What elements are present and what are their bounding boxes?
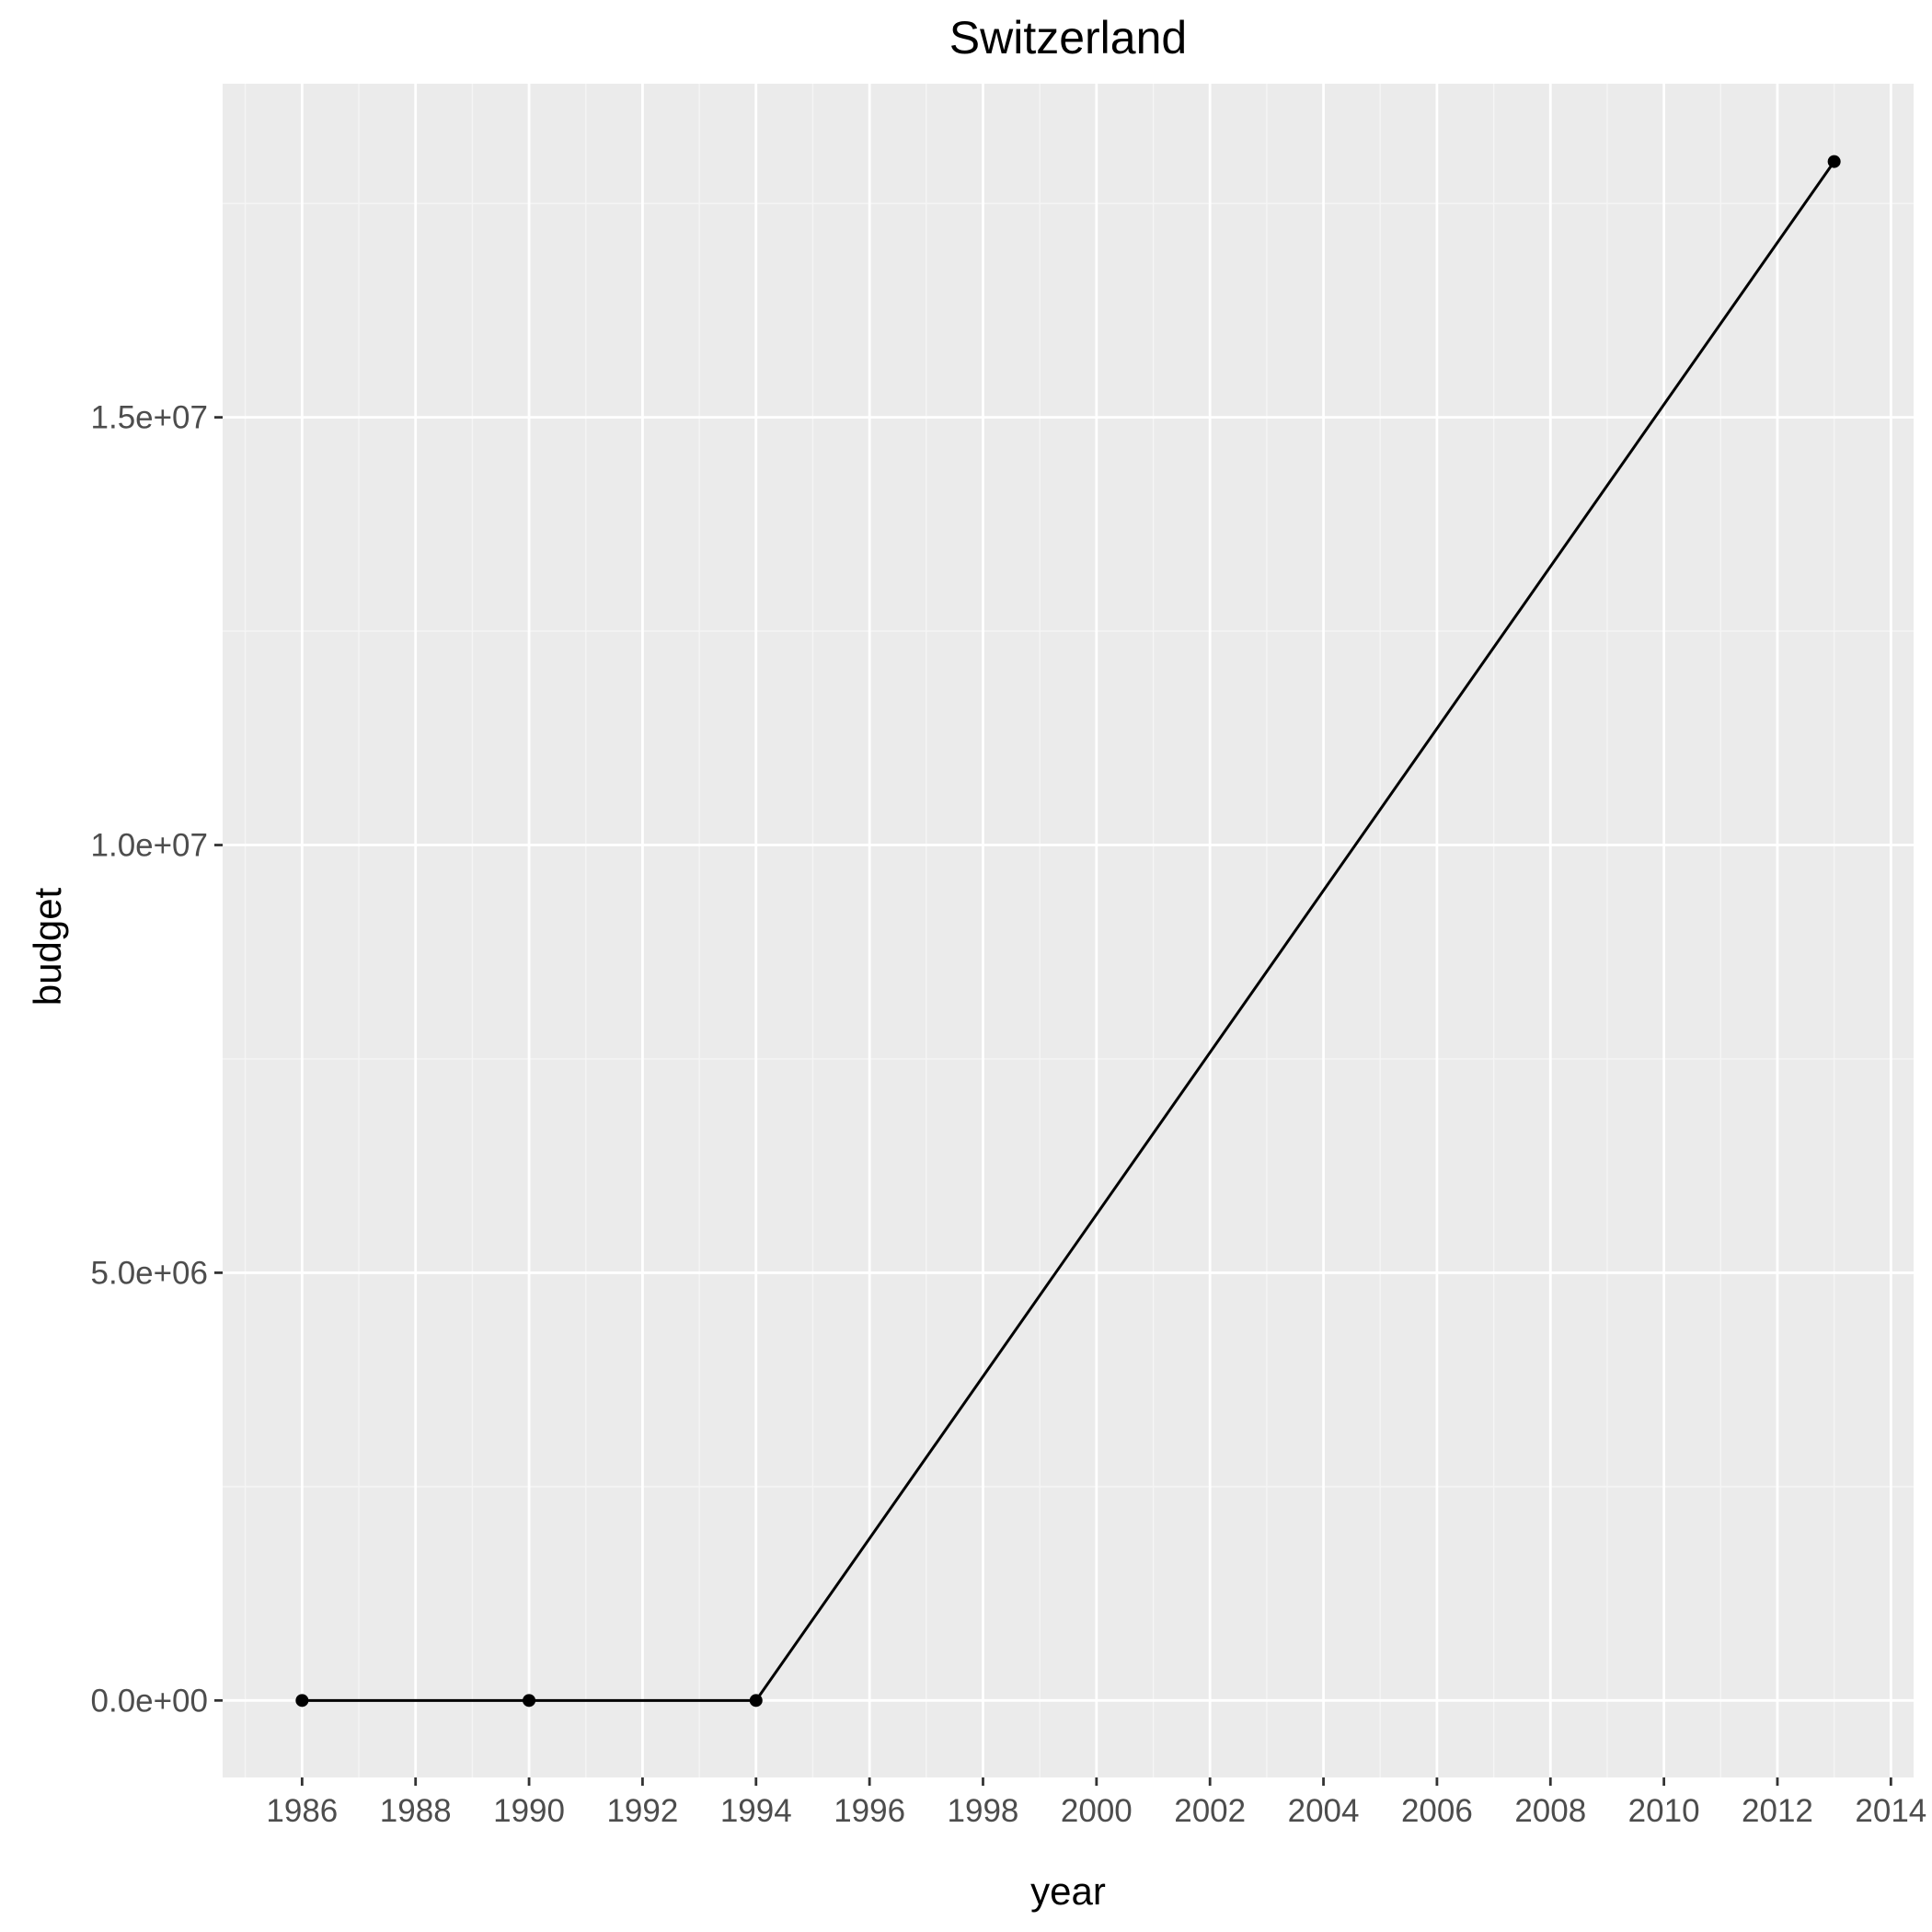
x-tick-label: 2012: [1742, 1793, 1813, 1829]
y-axis-title: budget: [26, 887, 69, 1006]
y-tick-label: 1.5e+07: [91, 400, 209, 436]
data-point: [523, 1694, 536, 1708]
x-tick-label: 1992: [606, 1793, 678, 1829]
y-tick-label: 1.0e+07: [91, 828, 209, 864]
plot-panel: [223, 84, 1914, 1777]
x-tick-label: 1986: [266, 1793, 338, 1829]
x-tick-label: 1988: [380, 1793, 452, 1829]
x-axis-title: year: [1030, 1869, 1106, 1913]
y-tick-label: 5.0e+06: [91, 1255, 209, 1291]
data-point: [1827, 155, 1841, 168]
y-axis: 0.0e+00 5.0e+06 1.0e+07 1.5e+07: [91, 400, 223, 1719]
x-tick-label: 1998: [948, 1793, 1019, 1829]
x-tick-label: 2004: [1288, 1793, 1360, 1829]
x-tick-label: 2006: [1401, 1793, 1473, 1829]
x-tick-label: 1990: [493, 1793, 565, 1829]
x-tick-label: 2014: [1855, 1793, 1926, 1829]
x-tick-label: 2000: [1061, 1793, 1133, 1829]
series-line: [302, 160, 1835, 1702]
y-tick-label: 0.0e+00: [91, 1683, 209, 1719]
x-axis: 1986 1988 1990 1992 1994 1996 1998 2000 2002 2004…: [266, 1777, 1926, 1829]
chart-title: Switzerland: [949, 12, 1187, 63]
major-gridlines: [223, 84, 1914, 1777]
x-tick-label: 2002: [1174, 1793, 1246, 1829]
data-point: [749, 1694, 763, 1708]
series-layer: [295, 155, 1841, 1708]
minor-gridlines: [223, 84, 1914, 1777]
x-tick-label: 2010: [1628, 1793, 1700, 1829]
x-tick-label: 2008: [1514, 1793, 1586, 1829]
x-tick-label: 1996: [834, 1793, 905, 1829]
x-tick-label: 1994: [720, 1793, 792, 1829]
data-point: [295, 1694, 309, 1708]
